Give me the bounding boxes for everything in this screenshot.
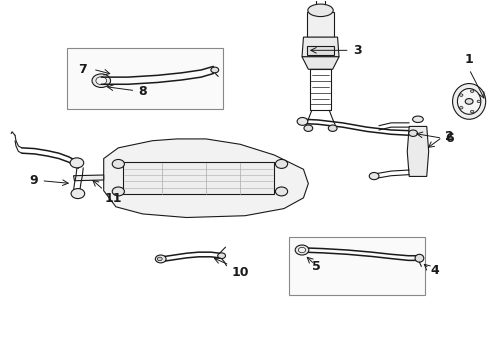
Polygon shape	[74, 175, 104, 181]
Polygon shape	[104, 139, 308, 217]
Ellipse shape	[304, 125, 313, 131]
Ellipse shape	[275, 159, 288, 168]
Ellipse shape	[157, 257, 162, 261]
Text: 11: 11	[105, 192, 122, 205]
Polygon shape	[302, 57, 339, 69]
Ellipse shape	[211, 67, 219, 73]
Ellipse shape	[96, 77, 107, 85]
Ellipse shape	[413, 116, 423, 122]
Text: 1: 1	[465, 53, 473, 66]
Ellipse shape	[409, 130, 417, 136]
Ellipse shape	[369, 172, 379, 180]
Bar	[67, 48, 223, 109]
Text: 10: 10	[231, 266, 249, 279]
Ellipse shape	[458, 89, 481, 114]
Polygon shape	[307, 46, 334, 55]
Ellipse shape	[460, 94, 463, 96]
Polygon shape	[302, 37, 339, 57]
Ellipse shape	[477, 100, 481, 103]
Text: 5: 5	[312, 260, 321, 273]
Ellipse shape	[470, 90, 474, 93]
Text: 9: 9	[29, 174, 38, 186]
Text: 3: 3	[353, 44, 362, 57]
Text: 8: 8	[138, 85, 147, 98]
Ellipse shape	[70, 158, 84, 168]
Ellipse shape	[112, 159, 124, 168]
Text: 7: 7	[78, 63, 87, 76]
Ellipse shape	[71, 189, 85, 199]
Text: 2: 2	[445, 130, 454, 143]
Ellipse shape	[298, 247, 306, 253]
Ellipse shape	[465, 99, 473, 104]
Polygon shape	[123, 162, 274, 194]
Text: 6: 6	[445, 132, 453, 145]
Ellipse shape	[92, 74, 111, 87]
Ellipse shape	[453, 84, 486, 119]
Ellipse shape	[218, 253, 225, 258]
Ellipse shape	[275, 187, 288, 196]
Ellipse shape	[415, 254, 424, 262]
Polygon shape	[407, 126, 429, 176]
Ellipse shape	[155, 255, 166, 263]
Ellipse shape	[328, 125, 337, 131]
Ellipse shape	[295, 245, 309, 255]
Ellipse shape	[297, 117, 308, 125]
Polygon shape	[307, 12, 334, 37]
Bar	[289, 237, 425, 295]
Ellipse shape	[470, 111, 474, 113]
Text: 4: 4	[430, 264, 439, 276]
Ellipse shape	[308, 4, 333, 17]
Ellipse shape	[460, 107, 463, 109]
Ellipse shape	[112, 187, 124, 196]
